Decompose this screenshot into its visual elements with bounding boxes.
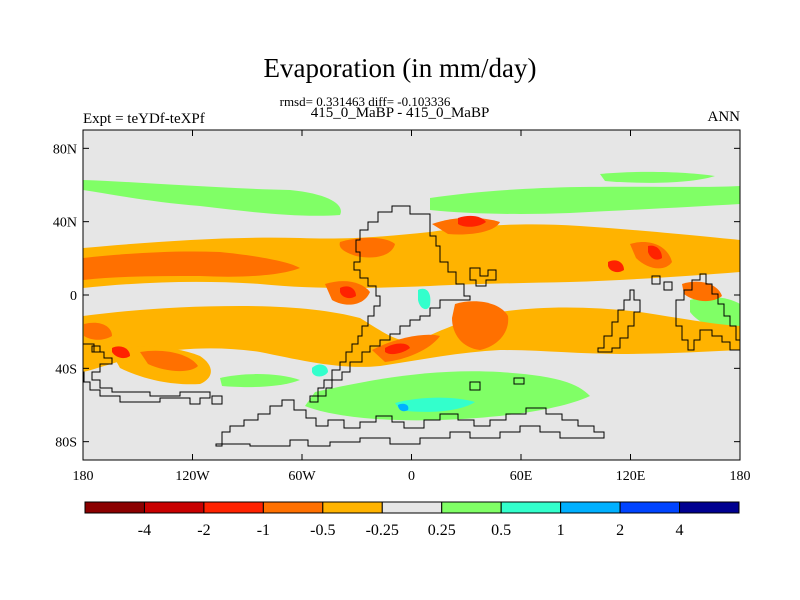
positive-patch-south-west [220,374,300,388]
x-tick-label: 120W [175,469,210,484]
colorbar-swatch [84,501,145,514]
negative-core-north [83,251,300,280]
colorbar-label: -2 [197,522,210,539]
chart-title: Evaporation (in mm/day) [263,53,537,83]
coastline-south-islands [469,377,525,391]
y-tick-label: 40N [53,216,77,231]
colorbar-label: 4 [676,522,684,539]
y-tick-label: 40S [55,362,77,377]
x-tick-label: 0 [408,469,415,484]
colorbar-swatch [560,501,621,514]
strong-positive-patch-south [395,397,475,412]
strong-negative-core-southwest [112,346,130,359]
negative-band-south [83,306,740,372]
x-tick-label: 60E [510,469,533,484]
y-tick-label: 80S [55,436,77,451]
colorbar-swatch [262,501,324,514]
colorbar-label: 0.25 [428,522,456,539]
colorbar: -4 -2 -1 -0.5 -0.25 0.25 0.5 1 2 4 [84,501,740,539]
colorbar-label: 0.5 [491,522,511,539]
x-tick-label: 180 [730,469,751,484]
strong-negative-core-north-pacific [648,245,662,260]
colorbar-swatch [679,501,740,514]
positive-band-north [83,180,341,216]
colorbar-label: -0.5 [310,522,335,539]
negative-core-south-pacific [84,322,112,340]
colorbar-swatch [441,501,502,514]
chart-subtitle: rmsd= 0.331463 diff= -0.103336 [279,94,451,109]
coastline-west [309,205,471,403]
strong-positive-patch-indian [398,403,409,412]
x-tick-label: 60W [288,469,316,484]
strong-positive-patch-atlantic [418,288,431,310]
colorbar-label: -1 [257,522,270,539]
x-axis: 180 120W 60W 0 60E 120E 180 [73,130,751,484]
colorbar-swatch [143,501,205,514]
strong-positive-patch-southwest [312,364,328,377]
colorbar-swatch [203,501,264,514]
coastline-pacific-islands [651,275,673,291]
strong-negative-core-north-africa [458,215,486,227]
colorbar-swatch [381,501,443,514]
continent-outlines [83,205,740,447]
experiment-label: Expt = teYDf-teXPf [83,111,205,127]
case-label: 415_0_MaBP - 415_0_MaBP [310,105,490,121]
colorbar-swatch [619,501,681,514]
colorbar-label: -4 [138,522,151,539]
coastline-south [215,399,605,447]
strong-negative-core-south [385,343,410,355]
colorbar-swatch [322,501,383,514]
coastline-east-pacific [675,273,740,351]
y-tick-label: 80N [53,142,77,157]
colorbar-label: 2 [616,522,624,539]
negative-core-north-atlantic [339,237,395,258]
positive-band-north-east [430,186,740,214]
colorbar-label: 1 [557,522,565,539]
x-tick-label: 180 [73,469,94,484]
coastline-east [597,289,641,353]
negative-core-southwest [140,350,198,372]
y-tick-label: 0 [70,289,77,304]
coastline-south-west [83,343,211,405]
difference-field [83,171,740,447]
strong-negative-core-east [608,260,624,273]
coastline-south-west-tip [91,345,223,405]
negative-core-africa [452,301,509,350]
y-axis: 80N 40N 0 40S 80S [53,142,740,451]
colorbar-swatch [500,501,562,514]
positive-patch-north-east [600,171,715,183]
season-label: ANN [707,109,741,125]
colorbar-label: -0.25 [366,522,399,539]
coastline-north-african-islands [469,267,497,287]
strong-negative-core-atlantic [340,286,356,299]
x-tick-label: 120E [616,469,646,484]
